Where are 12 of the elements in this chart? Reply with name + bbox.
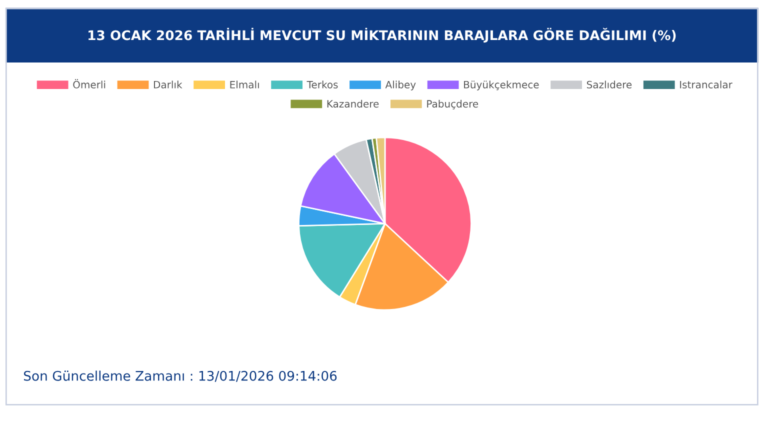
legend-label: Sazlıdere: [586, 80, 632, 88]
legend-label: Darlık: [154, 80, 182, 88]
legend-label: Elmalı: [230, 80, 259, 88]
legend-label: Alibey: [385, 80, 416, 90]
legend-label: Kazandere: [327, 100, 379, 108]
legend-label: Istrancalar: [680, 80, 732, 88]
text: Son Güncelleme Zamanı : 13/01/2026 09:14:06: [24, 370, 337, 382]
legend-label: Ömerli: [73, 79, 106, 88]
legend-label: Büyükçekmece: [464, 80, 539, 90]
legend-label: Terkos: [306, 80, 338, 88]
chart-title: 13 OCAK 2026 TARİHLİ MEVCUT SU MİKTARININ BARAJLARA GÖRE DAĞILIMI (%): [88, 28, 676, 43]
legend-label: Pabuçdere: [427, 100, 478, 110]
